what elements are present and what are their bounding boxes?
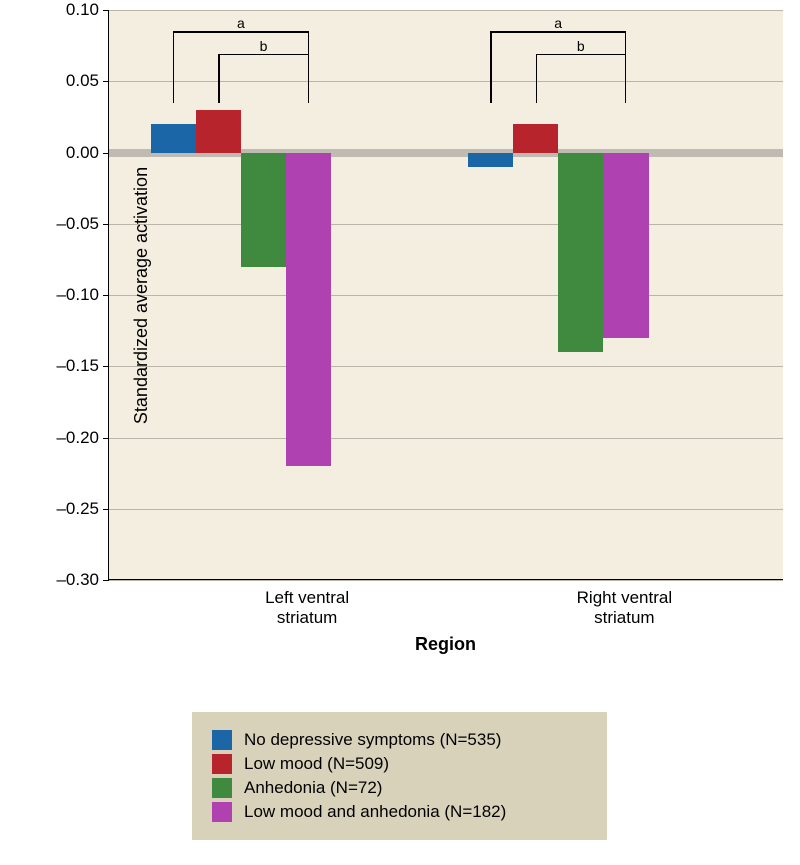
bracket-horizontal	[218, 54, 308, 55]
y-tick	[103, 10, 109, 11]
y-tick	[103, 438, 109, 439]
bar	[558, 153, 603, 353]
chart-wrap: 0.10 0.05 0.00 –0.05 –0.10 –0.15 –0.20 –0.25 –0.…	[0, 0, 800, 700]
y-tick	[103, 366, 109, 367]
y-tick-label: 0.10	[39, 0, 99, 20]
grid-line	[109, 366, 783, 367]
bracket-vertical	[490, 31, 491, 102]
y-tick	[103, 509, 109, 510]
y-tick-label: 0.05	[39, 71, 99, 91]
grid-line	[109, 509, 783, 510]
bracket-vertical	[536, 54, 537, 102]
y-tick-label: –0.05	[39, 214, 99, 234]
legend-swatch	[212, 802, 232, 822]
bar	[241, 153, 286, 267]
bracket-horizontal	[536, 54, 626, 55]
legend: No depressive symptoms (N=535) Low mood (…	[192, 712, 607, 840]
bar	[603, 153, 648, 338]
y-tick	[103, 295, 109, 296]
y-axis-label: Standardized average activation	[131, 167, 152, 424]
bracket-horizontal	[490, 31, 626, 32]
legend-swatch	[212, 730, 232, 750]
y-tick-label: –0.15	[39, 356, 99, 376]
bracket-label: b	[571, 38, 591, 54]
bracket-label: a	[231, 15, 251, 31]
bracket-label: b	[254, 38, 274, 54]
x-group-label: Left ventralstriatum	[227, 588, 387, 629]
legend-item: Low mood (N=509)	[212, 754, 587, 774]
plot-area: 0.100.050.00–0.05–0.10–0.15–0.20–0.25–0.…	[108, 10, 783, 580]
bracket-vertical	[173, 31, 174, 102]
grid-line	[109, 580, 783, 581]
y-tick	[103, 580, 109, 581]
y-tick-label: –0.10	[39, 285, 99, 305]
y-tick-label: –0.30	[39, 570, 99, 590]
grid-line	[109, 224, 783, 225]
x-axis-label: Region	[108, 634, 783, 655]
legend-label: Low mood (N=509)	[244, 754, 389, 774]
legend-label: Low mood and anhedonia (N=182)	[244, 802, 506, 822]
legend-item: No depressive symptoms (N=535)	[212, 730, 587, 750]
grid-line	[109, 81, 783, 82]
legend-label: Anhedonia (N=72)	[244, 778, 382, 798]
grid-line	[109, 10, 783, 11]
bar	[196, 110, 241, 153]
legend-item: Low mood and anhedonia (N=182)	[212, 802, 587, 822]
bar	[151, 124, 196, 153]
y-tick-label: 0.00	[39, 143, 99, 163]
legend-label: No depressive symptoms (N=535)	[244, 730, 501, 750]
legend-swatch	[212, 778, 232, 798]
legend-item: Anhedonia (N=72)	[212, 778, 587, 798]
bar	[286, 153, 331, 467]
x-group-label: Right ventralstriatum	[544, 588, 704, 629]
bracket-vertical	[308, 54, 309, 102]
bracket-label: a	[548, 15, 568, 31]
bracket-vertical	[218, 54, 219, 102]
y-tick-label: –0.25	[39, 499, 99, 519]
grid-line	[109, 438, 783, 439]
grid-line	[109, 295, 783, 296]
y-tick	[103, 81, 109, 82]
bar	[513, 124, 558, 153]
chart-container: 0.10 0.05 0.00 –0.05 –0.10 –0.15 –0.20 –0.25 –0.…	[0, 0, 800, 865]
bar	[468, 153, 513, 167]
y-tick	[103, 224, 109, 225]
y-tick-label: –0.20	[39, 428, 99, 448]
bracket-vertical	[625, 54, 626, 102]
legend-swatch	[212, 754, 232, 774]
bracket-horizontal	[173, 31, 309, 32]
